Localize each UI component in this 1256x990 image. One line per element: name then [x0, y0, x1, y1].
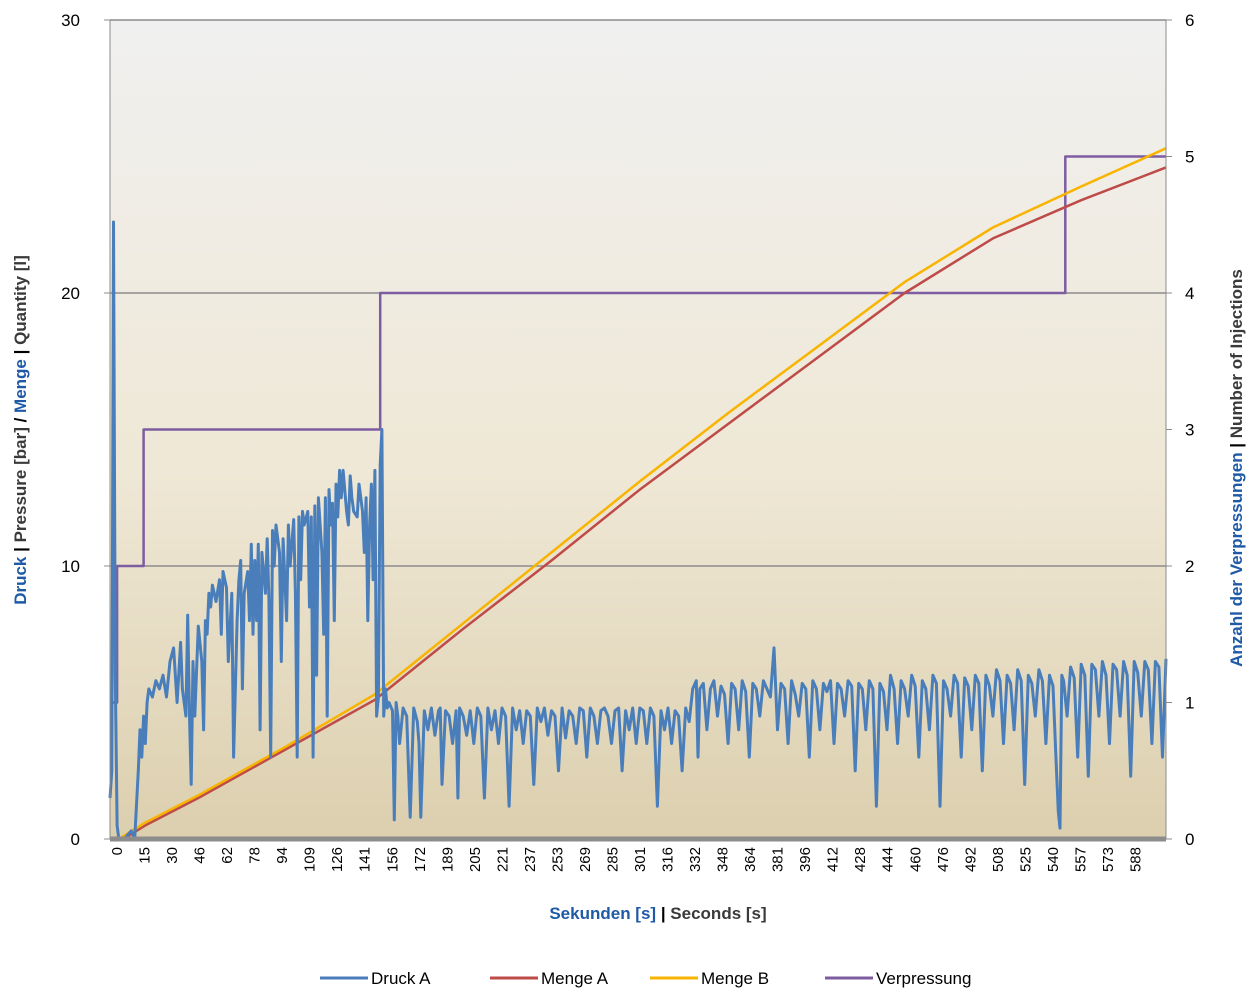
x-tick-label: 588: [1127, 847, 1144, 872]
y-axis-title-part2: Pressure [bar]: [11, 427, 30, 542]
tick-labels: 0 10 20 30 0 1 2 3 4 5 6 0 15 30 46 62 78 94 109 126 141 156 1…: [61, 11, 1194, 872]
x-tick-label: 15: [137, 847, 154, 864]
y2-tick-label: 0: [1185, 830, 1194, 849]
x-tick-label: 364: [742, 847, 759, 872]
legend: Druck A Menge A Menge B Verpressung: [320, 969, 971, 988]
y2-tick-label: 6: [1185, 11, 1194, 30]
x-axis-title: Sekunden [s] | Seconds [s]: [549, 904, 766, 923]
x-tick-label: 78: [247, 847, 264, 864]
x-tick-label: 508: [990, 847, 1007, 872]
axis-titles: Sekunden [s] | Seconds [s] Druck | Press…: [11, 255, 1246, 923]
x-axis-title-part2: Seconds [s]: [670, 904, 766, 923]
y-tick-label: 0: [71, 830, 80, 849]
x-tick-label: 460: [907, 847, 924, 872]
x-tick-label: 316: [660, 847, 677, 872]
y2-tick-label: 4: [1185, 284, 1194, 303]
x-tick-label: 0: [109, 847, 126, 855]
y2-axis-title-part1: Anzahl der Verpressungen: [1227, 452, 1246, 666]
series-line-druck-a: [108, 220, 1168, 841]
y-axis-title: Druck | Pressure [bar] / Menge | Quantit…: [11, 255, 30, 605]
y2-tick-label: 5: [1185, 148, 1194, 167]
y-tick-label: 30: [61, 11, 80, 30]
legend-label-druck-a: Druck A: [371, 969, 431, 988]
x-tick-label: 205: [467, 847, 484, 872]
y-axis-title-sep3: |: [11, 345, 30, 359]
x-tick-label: 269: [577, 847, 594, 872]
x-tick-label: 428: [852, 847, 869, 872]
x-tick-label: 285: [604, 847, 621, 872]
x-tick-label: 525: [1017, 847, 1034, 872]
x-tick-label: 172: [412, 847, 429, 872]
y-axis-title-sep1: |: [11, 542, 30, 556]
y2-axis-title-part2: Number of Injections: [1227, 269, 1246, 438]
y-axis-title-part4: Quantity [l]: [11, 255, 30, 345]
x-tick-label: 46: [192, 847, 209, 864]
x-tick-label: 412: [825, 847, 842, 872]
x-tick-label: 476: [935, 847, 952, 872]
x-tick-label: 396: [797, 847, 814, 872]
x-tick-label: 492: [962, 847, 979, 872]
x-axis-title-sep: |: [656, 904, 670, 923]
x-tick-label: 62: [219, 847, 236, 864]
x-tick-label: 109: [302, 847, 319, 872]
x-tick-label: 156: [384, 847, 401, 872]
x-tick-label: 557: [1072, 847, 1089, 872]
legend-label-verpressung: Verpressung: [876, 969, 971, 988]
x-tick-label: 126: [329, 847, 346, 872]
y2-tick-label: 1: [1185, 694, 1194, 713]
x-tick-label: 30: [164, 847, 181, 864]
x-tick-label: 141: [357, 847, 374, 872]
y-axis-title-part1: Druck: [11, 556, 30, 605]
series-line-verpressung: [110, 155, 1166, 704]
x-tick-label: 301: [632, 847, 649, 872]
x-tick-label: 381: [770, 847, 787, 872]
y2-axis-title-sep: |: [1227, 438, 1246, 452]
y-axis-title-sep2: /: [11, 413, 30, 427]
legend-label-menge-a: Menge A: [541, 969, 609, 988]
y2-tick-label: 2: [1185, 557, 1194, 576]
axes: [104, 19, 1172, 842]
y-axis-title-part3: Menge: [11, 359, 30, 413]
x-tick-label: 348: [715, 847, 732, 872]
x-tick-label: 221: [494, 847, 511, 872]
y-tick-label: 20: [61, 284, 80, 303]
legend-label-menge-b: Menge B: [701, 969, 769, 988]
x-tick-label: 540: [1045, 847, 1062, 872]
series-group: [108, 147, 1168, 841]
y2-tick-label: 3: [1185, 421, 1194, 440]
y2-axis-title: Anzahl der Verpressungen | Number of Inj…: [1227, 269, 1246, 667]
x-tick-label: 237: [522, 847, 539, 872]
x-axis-title-part1: Sekunden [s]: [549, 904, 656, 923]
y-tick-label: 10: [61, 557, 80, 576]
x-tick-label: 573: [1100, 847, 1117, 872]
x-tick-label: 444: [880, 847, 897, 872]
x-tick-label: 189: [439, 847, 456, 872]
x-tick-label: 94: [274, 847, 291, 864]
x-tick-label: 253: [549, 847, 566, 872]
x-tick-label: 332: [687, 847, 704, 872]
